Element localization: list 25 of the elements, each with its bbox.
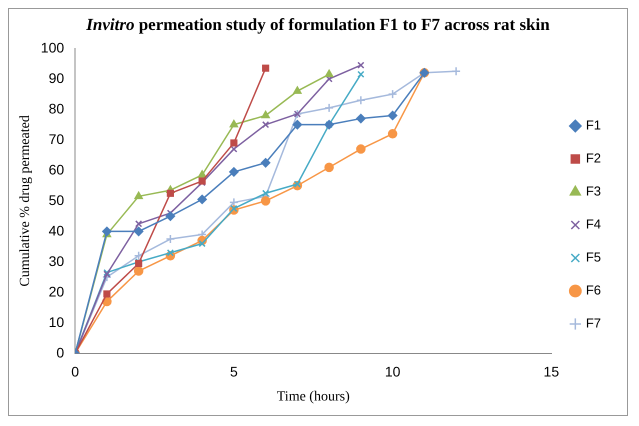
y-tick-label: 0 — [56, 344, 64, 360]
y-tick-label: 100 — [40, 39, 64, 56]
y-tick-label: 10 — [48, 314, 64, 330]
y-tick-label: 40 — [48, 222, 64, 238]
y-tick-label: 60 — [48, 161, 64, 178]
y-tick-label: 50 — [48, 192, 64, 208]
x-tick-label: 15 — [544, 364, 560, 380]
legend-label: F4 — [586, 216, 601, 232]
legend-label: F5 — [586, 250, 601, 265]
y-tick-label: 20 — [48, 283, 64, 300]
x-tick-label: 0 — [71, 364, 80, 380]
legend-label: F7 — [586, 316, 601, 331]
y-axis-title: Cumulative % drug permeated — [18, 115, 34, 287]
x-tick-label: 10 — [384, 364, 401, 380]
y-tick-label: 90 — [48, 70, 64, 86]
x-axis-title: Time (hours) — [276, 389, 350, 404]
y-tick-label: 70 — [48, 130, 64, 147]
legend-label: F2 — [586, 150, 601, 166]
legend-label: F6 — [586, 282, 601, 298]
legend-label: F3 — [586, 184, 601, 199]
legend-label: F1 — [586, 118, 601, 133]
y-tick-label: 30 — [48, 252, 64, 269]
chart-title: Invitro permeation study of formulation F1 to F7 across rat skin — [85, 15, 551, 35]
y-tick-label: 80 — [48, 100, 64, 116]
x-tick-label: 5 — [230, 364, 238, 380]
